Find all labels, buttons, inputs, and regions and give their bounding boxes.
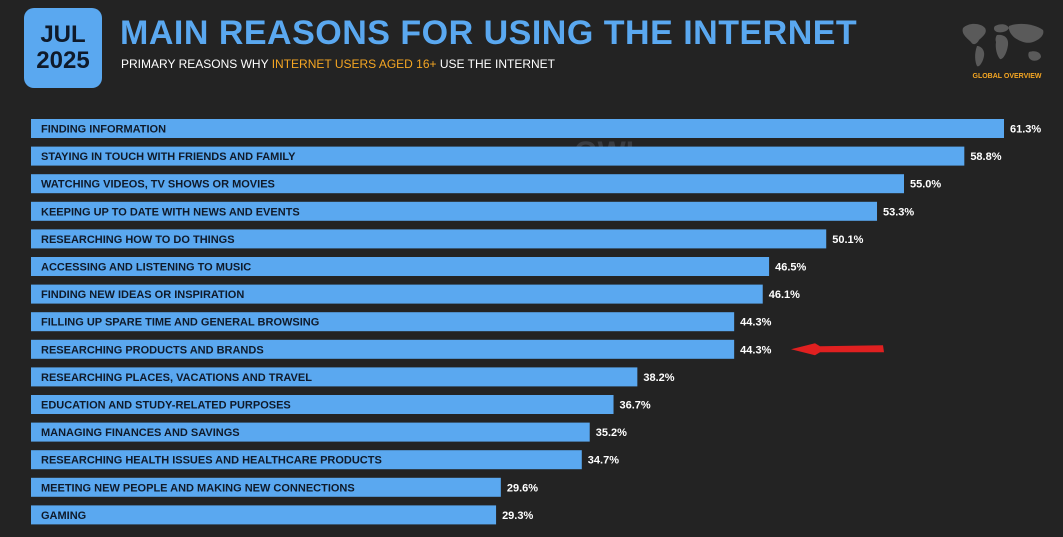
bar-category-label: FILLING UP SPARE TIME AND GENERAL BROWSI…: [41, 317, 319, 329]
date-year: 2025: [36, 47, 90, 74]
bar-value-label: 36.7%: [620, 400, 651, 412]
bar: [31, 422, 590, 442]
bar: [31, 201, 878, 221]
world-map-icon: [962, 23, 1044, 67]
bar: [31, 477, 501, 497]
bar-category-label: EDUCATION AND STUDY-RELATED PURPOSES: [41, 400, 291, 412]
bar-category-label: RESEARCHING HEALTH ISSUES AND HEALTHCARE…: [41, 455, 382, 467]
bar: [31, 146, 965, 166]
bar-category-label: FINDING INFORMATION: [41, 124, 166, 136]
subtitle-suffix: USE THE INTERNET: [436, 57, 556, 71]
bar-value-label: 46.1%: [769, 289, 800, 301]
bar-category-label: RESEARCHING PRODUCTS AND BRANDS: [41, 344, 264, 356]
date-badge: JUL 2025: [24, 8, 102, 88]
bar-value-label: 53.3%: [883, 206, 914, 218]
bar-value-label: 35.2%: [596, 427, 627, 439]
bar-category-label: ACCESSING AND LISTENING TO MUSIC: [41, 262, 251, 274]
bar-category-label: MEETING NEW PEOPLE AND MAKING NEW CONNEC…: [41, 482, 355, 494]
bar: [31, 174, 905, 194]
bar-value-label: 44.3%: [740, 344, 771, 356]
bar-value-label: 34.7%: [588, 455, 619, 467]
subtitle-highlight: INTERNET USERS AGED 16+: [271, 57, 437, 71]
bar-value-label: 58.8%: [970, 151, 1001, 163]
bar-value-label: 38.2%: [643, 372, 674, 384]
bar-category-label: MANAGING FINANCES AND SAVINGS: [41, 427, 240, 439]
bar: [31, 312, 735, 332]
bar: [31, 339, 735, 359]
bar-value-label: 61.3%: [1010, 124, 1041, 136]
bar-category-label: RESEARCHING HOW TO DO THINGS: [41, 234, 235, 246]
bar-value-label: 29.6%: [507, 482, 538, 494]
bar-category-label: RESEARCHING PLACES, VACATIONS AND TRAVEL: [41, 372, 312, 384]
bar: [31, 119, 1004, 138]
bar-value-label: 50.1%: [832, 234, 863, 246]
page-title: MAIN REASONS FOR USING THE INTERNET: [120, 14, 858, 52]
bar: [31, 367, 638, 387]
bar-category-label: FINDING NEW IDEAS OR INSPIRATION: [41, 289, 244, 301]
bar: [31, 229, 827, 249]
subtitle-prefix: PRIMARY REASONS WHY: [121, 57, 272, 71]
bar-category-label: STAYING IN TOUCH WITH FRIENDS AND FAMILY: [41, 151, 296, 163]
bar-value-label: 44.3%: [740, 317, 771, 329]
bar-value-label: 46.5%: [775, 262, 806, 274]
bar: [31, 257, 770, 276]
bar-value-label: 55.0%: [910, 179, 941, 191]
bar-category-label: GAMING: [41, 510, 86, 522]
bar: [31, 395, 614, 414]
bar-category-label: WATCHING VIDEOS, TV SHOWS OR MOVIES: [41, 179, 275, 191]
red-arrow-annotation: [791, 343, 884, 356]
bar-category-label: KEEPING UP TO DATE WITH NEWS AND EVENTS: [41, 206, 300, 218]
global-overview-label: GLOBAL OVERVIEW: [972, 73, 1042, 80]
bar: [31, 450, 582, 470]
date-month: JUL: [40, 21, 86, 48]
bar-value-label: 29.3%: [502, 510, 533, 522]
bar: [31, 505, 497, 525]
bar: [31, 284, 763, 304]
page-subtitle: PRIMARY REASONS WHY INTERNET USERS AGED …: [121, 57, 555, 71]
